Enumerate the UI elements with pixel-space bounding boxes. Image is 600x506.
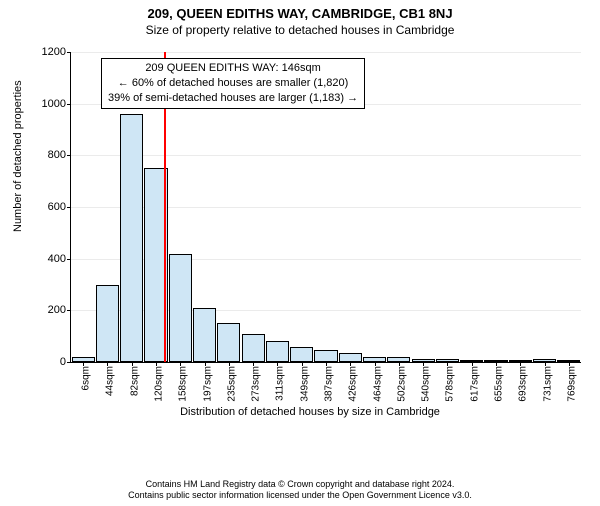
x-tick-label: 769sqm	[566, 366, 577, 402]
x-tick-label: 578sqm	[445, 366, 456, 402]
y-tick-label: 600	[40, 201, 66, 213]
footer-line-2: Contains public sector information licen…	[0, 490, 600, 502]
info-box: 209 QUEEN EDITHS WAY: 146sqm ← 60% of de…	[101, 58, 365, 109]
histogram-chart: Number of detached properties 6sqm44sqm8…	[40, 52, 580, 412]
x-tick-label: 349sqm	[299, 366, 310, 402]
y-tick-mark	[67, 310, 71, 311]
y-tick-label: 400	[40, 253, 66, 265]
y-tick-label: 1000	[40, 98, 66, 110]
info-line-2: ← 60% of detached houses are smaller (1,…	[108, 76, 358, 91]
x-tick-label: 464sqm	[372, 366, 383, 402]
histogram-bar	[193, 308, 216, 362]
x-axis-label: Distribution of detached houses by size …	[40, 406, 580, 414]
x-tick-label: 235sqm	[226, 366, 237, 402]
x-tick-label: 82sqm	[129, 366, 140, 396]
y-tick-mark	[67, 362, 71, 363]
footer: Contains HM Land Registry data © Crown c…	[0, 479, 600, 502]
histogram-bar	[314, 350, 337, 362]
histogram-bar	[242, 334, 265, 362]
histogram-bar	[96, 285, 119, 363]
y-tick-mark	[67, 155, 71, 156]
x-tick-label: 273sqm	[251, 366, 262, 402]
y-tick-label: 800	[40, 149, 66, 161]
y-tick-mark	[67, 259, 71, 260]
x-tick-label: 502sqm	[396, 366, 407, 402]
histogram-bar	[217, 323, 240, 362]
page-title: 209, QUEEN EDITHS WAY, CAMBRIDGE, CB1 8N…	[0, 6, 600, 21]
y-tick-mark	[67, 207, 71, 208]
x-tick-label: 540sqm	[421, 366, 432, 402]
plot-area: 6sqm44sqm82sqm120sqm158sqm197sqm235sqm27…	[70, 52, 581, 363]
grid-line	[71, 155, 581, 156]
y-tick-label: 0	[40, 356, 66, 368]
histogram-bar	[169, 254, 192, 363]
info-line-3: 39% of semi-detached houses are larger (…	[108, 91, 358, 106]
x-tick-label: 655sqm	[494, 366, 505, 402]
x-tick-label: 311sqm	[275, 366, 286, 401]
x-tick-label: 731sqm	[542, 366, 553, 402]
x-tick-label: 693sqm	[518, 366, 529, 402]
x-tick-label: 120sqm	[154, 366, 165, 402]
footer-line-1: Contains HM Land Registry data © Crown c…	[0, 479, 600, 491]
y-tick-label: 1200	[40, 46, 66, 58]
page-subtitle: Size of property relative to detached ho…	[0, 23, 600, 37]
y-tick-mark	[67, 52, 71, 53]
y-axis-label: Number of detached properties	[12, 80, 24, 232]
x-tick-label: 426sqm	[348, 366, 359, 402]
info-line-1: 209 QUEEN EDITHS WAY: 146sqm	[108, 61, 358, 76]
histogram-bar	[290, 347, 313, 363]
histogram-bar	[339, 353, 362, 362]
y-tick-mark	[67, 104, 71, 105]
x-tick-label: 617sqm	[469, 366, 480, 402]
y-tick-label: 200	[40, 304, 66, 316]
x-tick-label: 44sqm	[105, 366, 116, 396]
histogram-bar	[120, 114, 143, 362]
histogram-bar	[266, 341, 289, 362]
x-tick-label: 158sqm	[178, 366, 189, 402]
grid-line	[71, 52, 581, 53]
x-tick-label: 387sqm	[324, 366, 335, 402]
x-tick-label: 197sqm	[202, 366, 213, 402]
x-tick-label: 6sqm	[81, 366, 92, 390]
